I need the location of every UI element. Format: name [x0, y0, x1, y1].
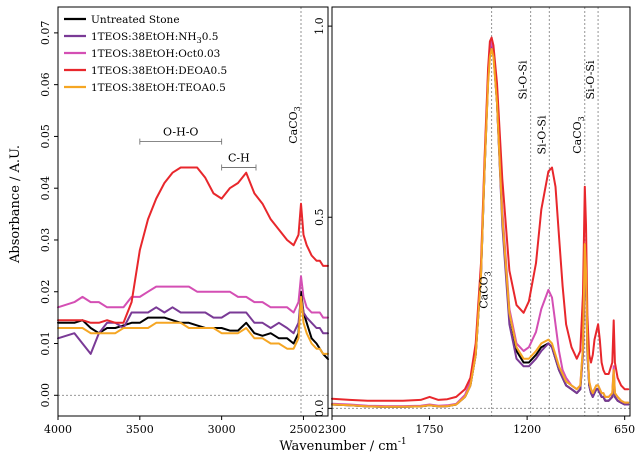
- band-annotation-label: O-H-O: [163, 126, 198, 139]
- legend-label: 1TEOS:38EtOH:DEOA0.5: [91, 65, 227, 77]
- peak-annotation: CaCO3: [287, 106, 302, 144]
- y-tick-label: 0.06: [39, 72, 52, 97]
- y-tick-label: 0.03: [39, 228, 52, 253]
- legend-item: 1TEOS:38EtOH:DEOA0.5: [64, 65, 227, 77]
- peak-annotation: CaCO3: [478, 271, 493, 309]
- legend-label: Untreated Stone: [91, 14, 180, 26]
- legend-item: Untreated Stone: [64, 14, 180, 26]
- x-tick-label: 1200: [513, 423, 541, 436]
- peak-annotation: Si-O-Si: [535, 115, 548, 154]
- right-panel: 2300 1750 1200 650 0.0 0.5 1.0 CaCO3 Si-O-Si Si-O…: [313, 6, 635, 436]
- y-tick-label: 0.01: [39, 331, 52, 356]
- x-tick-label: 650: [614, 423, 635, 436]
- legend: Untreated Stone 1TEOS:38EtOH:NH30.5 1TEOS:…: [64, 14, 227, 94]
- series-line-4: [57, 295, 329, 355]
- legend-label: 1TEOS:38EtOH:Oct0.03: [91, 48, 220, 60]
- series-line-1: [57, 295, 329, 355]
- x-axis-title-text: Wavenumber / cm: [279, 439, 398, 454]
- x-tick-label: 3000: [208, 423, 236, 436]
- legend-item: 1TEOS:38EtOH:NH30.5: [64, 31, 218, 45]
- series-group: [331, 36, 630, 408]
- series-line-3: [57, 166, 329, 324]
- y-tick-label: 1.0: [313, 17, 326, 35]
- plot-frame: [57, 6, 329, 417]
- y-axis-title: Absorbance / A.U.: [8, 145, 23, 264]
- legend-label: 1TEOS:38EtOH:NH30.5: [91, 31, 218, 45]
- y-tick-label: 0.0: [313, 400, 326, 418]
- y-tick-label: 0.5: [313, 208, 326, 226]
- x-tick-label: 2500: [289, 423, 317, 436]
- y-tick-label: 0.04: [39, 176, 52, 201]
- x-tick-label: 2300: [318, 423, 346, 436]
- legend-label: 1TEOS:38EtOH:TEOA0.5: [91, 82, 226, 94]
- x-axis-title: Wavenumber / cm-1: [279, 437, 406, 454]
- series-group: [57, 166, 329, 361]
- peak-annotation: CaCO3: [571, 116, 586, 154]
- series-line-2: [57, 275, 329, 319]
- x-axis-title-superscript: -1: [398, 437, 407, 447]
- series-line-4: [331, 48, 630, 408]
- legend-item: 1TEOS:38EtOH:Oct0.03: [64, 48, 220, 60]
- band-annotation-label: C-H: [228, 151, 250, 164]
- left-panel: 4000 3500 3000 2500 0.00 0.01 0.02 0.03 0.04 0.05…: [39, 6, 329, 436]
- peak-annotation: Si-O-Si: [584, 60, 597, 99]
- y-tick-label: 0.00: [39, 383, 52, 408]
- series-line-3: [331, 36, 630, 402]
- y-tick-label: 0.02: [39, 279, 52, 304]
- x-tick-label: 4000: [44, 423, 72, 436]
- y-tick-label: 0.05: [39, 124, 52, 149]
- band-annotation: C-H: [221, 151, 257, 171]
- x-tick-label: 3500: [126, 423, 154, 436]
- plot-frame: [331, 6, 631, 417]
- y-tick-label: 0.07: [39, 21, 52, 46]
- peak-annotation: Si-O-Si: [517, 60, 530, 99]
- x-tick-label: 1750: [416, 423, 444, 436]
- legend-item: 1TEOS:38EtOH:TEOA0.5: [64, 82, 226, 94]
- band-annotation: O-H-O: [139, 126, 223, 145]
